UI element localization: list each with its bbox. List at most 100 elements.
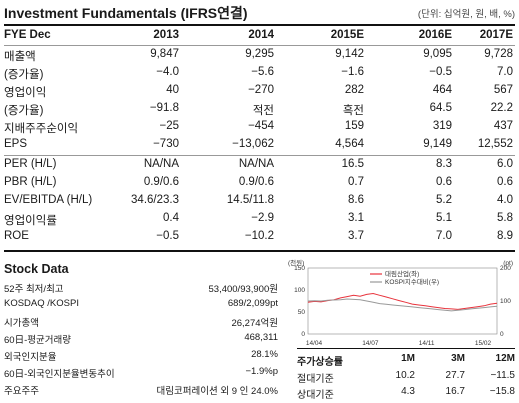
perf-label: 절대기준 — [297, 374, 334, 385]
table-cell: 6.0 — [497, 158, 513, 170]
perf-top-rule — [297, 348, 515, 349]
row-label: 지배주주순이익 — [4, 123, 79, 135]
table-cell: −91.8 — [149, 102, 179, 114]
perf-header: 주가상승률 — [297, 357, 343, 368]
stock-data-row: 외국인지분율 28.1% — [4, 347, 278, 364]
y-axis-label-left: (천원) — [288, 258, 304, 267]
table-cell: −2.9 — [251, 212, 274, 224]
table-cell: −730 — [153, 138, 179, 150]
stock-data-label: 60日-외국인지분율변동추이 — [4, 369, 115, 380]
series-line — [307, 292, 498, 310]
table-cell: −10.2 — [244, 230, 274, 242]
table-cell: 3.1 — [348, 212, 364, 224]
table-row: PBR (H/L) 0.9/0.6 0.9/0.6 0.7 0.6 0.6 — [4, 174, 515, 192]
unit-note: (단위: 십억원, 원, 배, %) — [417, 9, 515, 20]
y-axis-label-right: (pt) — [503, 260, 513, 267]
stock-data-row: 52주 최저/최고 53,400/93,900원 — [4, 279, 278, 296]
table-cell: 22.2 — [490, 102, 513, 114]
table-row: 지배주주순이익 −25 −454 159 319 437 — [4, 118, 515, 136]
table-cell: 9,728 — [484, 48, 513, 60]
table-cell: 34.6/23.3 — [131, 194, 179, 206]
table-cell: 적전 — [252, 105, 274, 117]
stock-data-value: −1.9%p — [245, 366, 279, 377]
stock-data-row: 60日-평균거래량 468,311 — [4, 330, 278, 347]
row-label: (증가율) — [4, 105, 44, 117]
perf-cell: 16.7 — [445, 386, 465, 397]
table-cell: 0.9/0.6 — [238, 176, 274, 188]
table-row: EV/EBITDA (H/L) 34.6/23.3 14.5/11.8 8.6 … — [4, 192, 515, 210]
row-label: PBR (H/L) — [4, 176, 57, 188]
table-cell: 0.6 — [436, 176, 452, 188]
x-tick-label: 15/02 — [475, 340, 492, 347]
stock-data-label: KOSDAQ /KOSPI — [4, 298, 79, 309]
table-cell: 5.1 — [436, 212, 452, 224]
table-cell: 9,295 — [245, 48, 274, 60]
row-label: ROE — [4, 230, 29, 242]
table-cell: 0.6 — [497, 176, 513, 188]
table-row: PER (H/L) NA/NA NA/NA 16.5 8.3 6.0 — [4, 156, 515, 174]
perf-label: 상대기준 — [297, 390, 334, 401]
header-rule — [4, 45, 515, 46]
stock-data-row: 60日-외국인지분율변동추이 −1.9%p — [4, 364, 278, 381]
stock-data-value: 28.1% — [251, 349, 278, 360]
table-row: (증가율) −4.0 −5.6 −1.6 −0.5 7.0 — [4, 64, 515, 82]
perf-cell: 4.3 — [401, 386, 415, 397]
table-cell: −5.6 — [251, 66, 274, 78]
table-cell: 40 — [166, 84, 179, 96]
table-row: 영업이익 40 −270 282 464 567 — [4, 82, 515, 100]
page-title: Investment Fundamentals (IFRS연결) — [4, 5, 248, 21]
column-header: 2014 — [248, 29, 274, 41]
table-cell: −25 — [159, 120, 179, 132]
table-cell: −13,062 — [232, 138, 274, 150]
table-cell: 7.0 — [436, 230, 452, 242]
table-cell: −1.6 — [341, 66, 364, 78]
y-tick-label-left: 100 — [294, 287, 305, 294]
column-header: 2016E — [418, 29, 452, 41]
report-header: Investment Fundamentals (IFRS연결) (단위: 십억… — [4, 3, 515, 21]
table-cell: NA/NA — [143, 158, 179, 170]
row-label: (증가율) — [4, 69, 44, 81]
table-bottom-rule — [4, 250, 515, 252]
chart-canvas: (천원) (pt) 0 50 100 150 0 100 200 14/04 14/07 14/11 1… — [288, 258, 513, 347]
table-cell: 흑전 — [342, 105, 364, 117]
table-cell: 8.3 — [436, 158, 452, 170]
x-tick-label: 14/04 — [306, 340, 323, 347]
table-header-row: FYE Dec 2013 2014 2015E 2016E 2017E — [4, 27, 515, 45]
stock-data-title: Stock Data — [4, 262, 69, 276]
stock-data-label: 시가총액 — [4, 318, 39, 329]
y-tick-label-left: 150 — [294, 265, 305, 272]
column-header: FYE Dec — [4, 29, 51, 41]
row-label: PER (H/L) — [4, 158, 57, 170]
series-line — [307, 298, 498, 312]
table-cell: 282 — [344, 84, 364, 96]
row-label: 영업이익 — [4, 87, 47, 99]
stock-data-value: 대림코퍼레이션 외 9 인 24.0% — [156, 386, 278, 397]
table-cell: 464 — [432, 84, 452, 96]
stock-data-label: 52주 최저/최고 — [4, 284, 64, 295]
perf-cell: 27.7 — [445, 370, 465, 381]
table-row: ROE −0.5 −10.2 3.7 7.0 8.9 — [4, 228, 515, 246]
x-tick-label: 14/11 — [419, 340, 435, 347]
table-cell: 9,847 — [150, 48, 179, 60]
table-cell: 567 — [493, 84, 513, 96]
stock-data-label: 60日-평균거래량 — [4, 335, 71, 346]
table-cell: 12,552 — [477, 138, 513, 150]
stock-data-value: 689/2,099pt — [227, 298, 278, 309]
table-cell: 8.9 — [497, 230, 513, 242]
y-tick-label-right: 200 — [500, 265, 511, 272]
table-cell: 9,149 — [423, 138, 452, 150]
y-tick-label-left: 50 — [298, 309, 306, 316]
table-cell: −4.0 — [156, 66, 179, 78]
table-cell: 5.2 — [436, 194, 452, 206]
table-cell: NA/NA — [238, 158, 274, 170]
stock-data-row: 시가총액 26,274억원 — [4, 313, 278, 330]
table-cell: 9,095 — [423, 48, 452, 60]
table-cell: −270 — [248, 84, 274, 96]
row-label: EV/EBITDA (H/L) — [4, 194, 93, 206]
perf-header-row: 주가상승률 1M 3M 12M — [297, 351, 515, 368]
table-cell: 14.5/11.8 — [226, 194, 274, 206]
legend-label: 대림산업(좌) — [385, 269, 419, 278]
x-tick-label: 14/07 — [362, 340, 379, 347]
stock-data-value: 26,274억원 — [231, 318, 278, 329]
stock-data-value: 53,400/93,900원 — [208, 284, 279, 295]
